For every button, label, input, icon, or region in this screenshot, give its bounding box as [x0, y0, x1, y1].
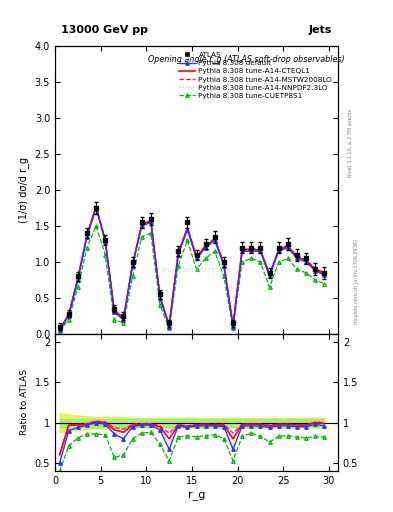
Text: Jets: Jets: [309, 25, 332, 35]
Legend: ATLAS, Pythia 8.308 default, Pythia 8.308 tune-A14-CTEQL1, Pythia 8.308 tune-A14: ATLAS, Pythia 8.308 default, Pythia 8.30…: [177, 50, 334, 101]
Text: ATLAS_2019_I1772064: ATLAS_2019_I1772064: [161, 268, 232, 273]
Y-axis label: (1/σ) dσ/d r_g: (1/σ) dσ/d r_g: [18, 157, 29, 223]
Y-axis label: Ratio to ATLAS: Ratio to ATLAS: [20, 370, 29, 436]
Text: 13000 GeV pp: 13000 GeV pp: [61, 25, 148, 35]
X-axis label: r_g: r_g: [188, 492, 205, 501]
Text: Rivet 3.1.10, ≥ 2.7M events: Rivet 3.1.10, ≥ 2.7M events: [348, 109, 353, 178]
Text: mcplots.cern.ch [arXiv:1306.3436]: mcplots.cern.ch [arXiv:1306.3436]: [354, 239, 359, 324]
Text: Opening angle r_g (ATLAS soft-drop observables): Opening angle r_g (ATLAS soft-drop obser…: [149, 55, 345, 63]
